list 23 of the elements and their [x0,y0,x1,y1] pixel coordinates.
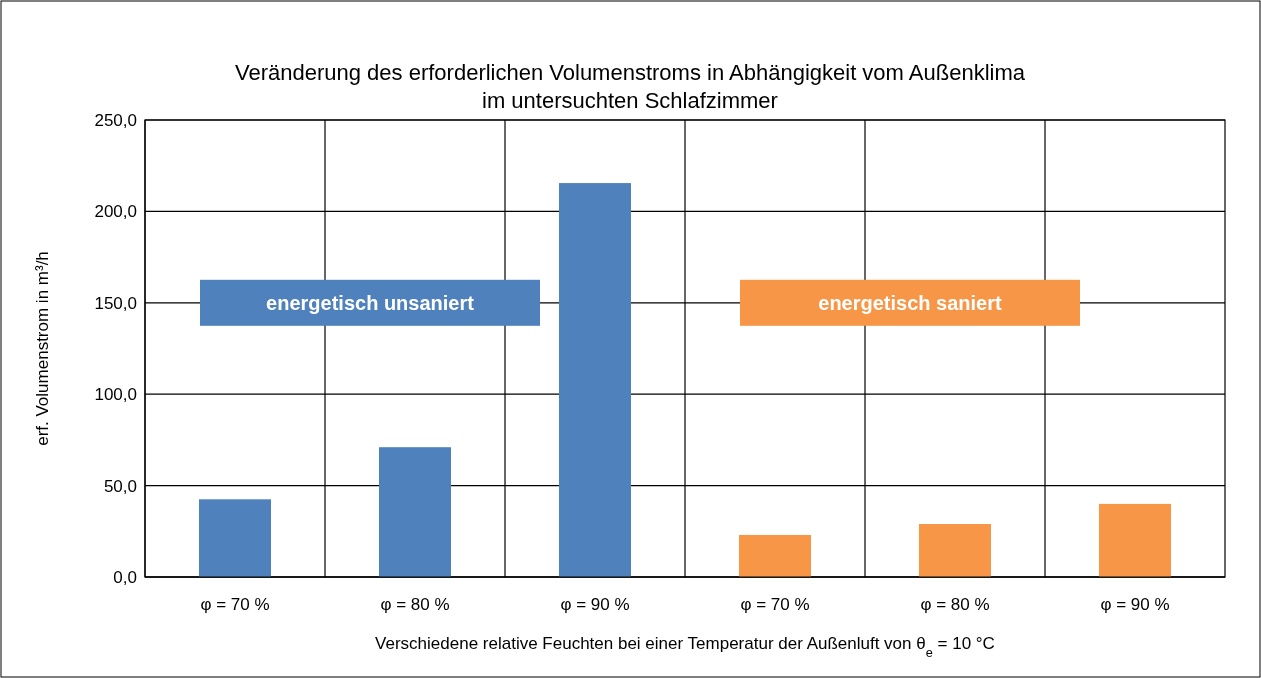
y-tick-label: 100,0 [94,385,137,405]
x-tick-label: φ = 90 % [560,595,630,614]
y-tick-label: 0,0 [113,567,137,587]
chart-title: Veränderung des erforderlichen Volumenstroms in Abhängigkeit vom Außenklima im untersuchten Schlafzimmer [234,60,1026,113]
bar [1099,503,1171,577]
x-tick-label: φ = 70 % [200,595,270,614]
bar [919,523,991,577]
y-axis-title: erf. Volumenstrom in m³/h [33,251,52,446]
y-tick-label: 150,0 [94,293,137,313]
x-tick-label: φ = 70 % [740,595,810,614]
bar [559,183,631,577]
text: energetisch unsaniert [266,291,475,314]
y-tick-label: 50,0 [103,476,137,496]
x-tick-label: φ = 80 % [920,595,990,614]
bar [739,534,811,577]
x-tick-label: φ = 80 % [380,595,450,614]
bar [379,447,451,577]
x-axis-title: Verschiedene relative Feuchten bei einer Temperatur der Außenluft von θ$_{e}$ = 10 °C [375,634,995,660]
x-tick-label: φ = 90 % [1100,595,1170,614]
y-tick-label: 250,0 [94,110,137,130]
y-tick-label: 200,0 [94,202,137,222]
text: energetisch saniert [818,291,1003,314]
bar [199,499,271,577]
